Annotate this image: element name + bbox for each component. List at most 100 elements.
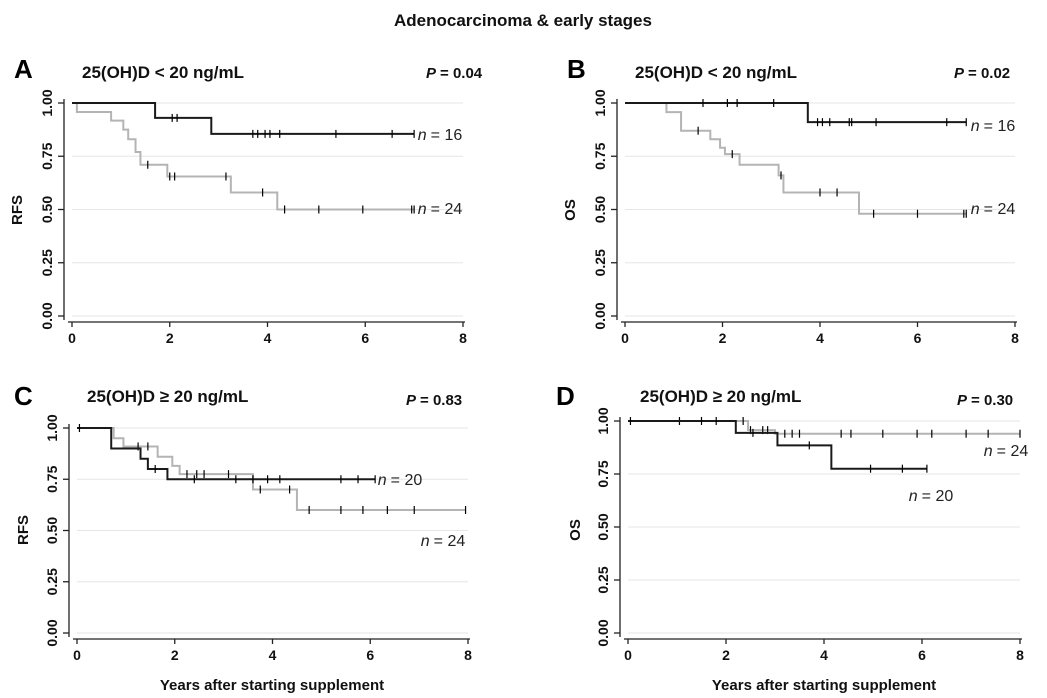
y-tick-label: 0.50 bbox=[595, 513, 611, 540]
panel-letter: C bbox=[14, 381, 33, 411]
survival-curve-b bbox=[77, 427, 466, 511]
n-label: n = 24 bbox=[418, 201, 463, 218]
n-label: n = 24 bbox=[971, 201, 1016, 218]
x-tick-label: 2 bbox=[719, 330, 727, 346]
x-axis-label: Years after starting supplement bbox=[160, 677, 384, 694]
survival-curve-a bbox=[77, 427, 376, 481]
x-tick-label: 0 bbox=[624, 647, 632, 663]
y-tick-label: 1.00 bbox=[39, 89, 55, 116]
x-tick-label: 0 bbox=[73, 647, 81, 663]
x-tick-label: 0 bbox=[621, 330, 629, 346]
y-tick-label: 0.00 bbox=[44, 619, 60, 646]
n-value: = 20 bbox=[391, 472, 423, 489]
p-value: = 0.83 bbox=[420, 392, 462, 409]
y-tick-label: 0.25 bbox=[44, 568, 60, 595]
y-tick-label: 0.75 bbox=[44, 465, 60, 492]
panel-subtitle: 25(OH)D < 20 ng/mL bbox=[82, 63, 244, 82]
y-tick-label: 0.75 bbox=[595, 460, 611, 487]
panel-subtitle: 25(OH)D ≥ 20 ng/mL bbox=[640, 387, 801, 406]
x-tick-label: 2 bbox=[171, 647, 179, 663]
y-tick-label: 1.00 bbox=[595, 407, 611, 434]
x-tick-label: 4 bbox=[269, 647, 277, 663]
survival-curve-a bbox=[72, 102, 415, 135]
n-symbol: n bbox=[418, 127, 427, 144]
panel-c: C 25(OH)D ≥ 20 ng/mL P = 0.83 0.00 0.25 0.50 0.… bbox=[14, 381, 472, 694]
panel-subtitle: 25(OH)D ≥ 20 ng/mL bbox=[87, 387, 248, 406]
y-tick-label: 0.75 bbox=[592, 142, 608, 169]
x-tick-label: 2 bbox=[722, 647, 730, 663]
n-symbol: n bbox=[984, 443, 993, 460]
panel-d: D 25(OH)D ≥ 20 ng/mL P = 0.30 0.00 0.25 0.50 0.… bbox=[556, 381, 1028, 694]
x-axis-label: Years after starting supplement bbox=[712, 677, 936, 694]
survival-curve-b bbox=[625, 102, 967, 215]
y-axis-label: OS bbox=[567, 519, 584, 541]
panel-letter: B bbox=[567, 54, 586, 84]
n-value: = 24 bbox=[997, 443, 1029, 460]
x-tick-label: 4 bbox=[816, 330, 824, 346]
x-tick-label: 6 bbox=[366, 647, 374, 663]
x-tick-label: 4 bbox=[264, 330, 272, 346]
y-tick-label: 0.75 bbox=[39, 142, 55, 169]
p-value-label: P = 0.04 bbox=[426, 65, 483, 82]
n-label: n = 20 bbox=[378, 472, 423, 489]
y-tick-label: 0.50 bbox=[592, 196, 608, 223]
p-value-label: P = 0.30 bbox=[957, 392, 1013, 409]
y-tick-label: 0.00 bbox=[39, 302, 55, 329]
n-symbol: n bbox=[378, 472, 387, 489]
survival-curve-b bbox=[628, 420, 1020, 435]
y-tick-label: 0.25 bbox=[39, 249, 55, 276]
x-tick-label: 6 bbox=[361, 330, 369, 346]
panel-subtitle: 25(OH)D < 20 ng/mL bbox=[635, 63, 797, 82]
x-tick-label: 0 bbox=[68, 330, 76, 346]
n-label: n = 20 bbox=[909, 488, 954, 505]
p-value: = 0.30 bbox=[971, 392, 1013, 409]
n-symbol: n bbox=[971, 118, 980, 135]
x-tick-label: 8 bbox=[459, 330, 467, 346]
n-symbol: n bbox=[418, 201, 427, 218]
figure-title: Adenocarcinoma & early stages bbox=[394, 11, 652, 30]
panel-a: A 25(OH)D < 20 ng/mL P = 0.04 0.00 0.25 0.50 0.… bbox=[9, 54, 483, 346]
y-axis-label: RFS bbox=[15, 515, 32, 545]
p-symbol: P bbox=[406, 392, 417, 409]
p-symbol: P bbox=[957, 392, 968, 409]
survival-curve-b bbox=[72, 102, 415, 211]
y-tick-label: 0.50 bbox=[44, 517, 60, 544]
n-symbol: n bbox=[909, 488, 918, 505]
panel-letter: D bbox=[556, 381, 575, 411]
n-value: = 20 bbox=[922, 488, 954, 505]
survival-curve-a bbox=[625, 102, 967, 124]
x-tick-label: 8 bbox=[464, 647, 472, 663]
y-tick-label: 0.25 bbox=[595, 566, 611, 593]
n-label: n = 24 bbox=[421, 533, 466, 550]
x-tick-label: 8 bbox=[1016, 647, 1024, 663]
y-tick-label: 1.00 bbox=[592, 89, 608, 116]
p-symbol: P bbox=[426, 65, 437, 82]
n-symbol: n bbox=[421, 533, 430, 550]
p-symbol: P bbox=[954, 65, 965, 82]
y-axis-label: OS bbox=[562, 199, 579, 221]
p-value-label: P = 0.83 bbox=[406, 392, 462, 409]
n-value: = 16 bbox=[431, 127, 463, 144]
n-value: = 16 bbox=[984, 118, 1016, 135]
x-tick-label: 8 bbox=[1011, 330, 1019, 346]
n-label: n = 16 bbox=[418, 127, 463, 144]
y-tick-label: 0.00 bbox=[592, 302, 608, 329]
panel-b: B 25(OH)D < 20 ng/mL P = 0.02 0.00 0.25 0.50 0.… bbox=[562, 54, 1019, 346]
p-value: = 0.02 bbox=[968, 65, 1010, 82]
n-value: = 24 bbox=[434, 533, 466, 550]
n-value: = 24 bbox=[431, 201, 463, 218]
n-label: n = 16 bbox=[971, 118, 1016, 135]
n-value: = 24 bbox=[984, 201, 1016, 218]
panel-letter: A bbox=[14, 54, 33, 84]
y-tick-label: 1.00 bbox=[44, 414, 60, 441]
n-symbol: n bbox=[971, 201, 980, 218]
y-tick-label: 0.25 bbox=[592, 249, 608, 276]
x-tick-label: 6 bbox=[918, 647, 926, 663]
y-tick-label: 0.50 bbox=[39, 196, 55, 223]
x-tick-label: 4 bbox=[820, 647, 828, 663]
y-tick-label: 0.00 bbox=[595, 619, 611, 646]
x-tick-label: 2 bbox=[166, 330, 174, 346]
y-axis-label: RFS bbox=[9, 195, 26, 225]
p-value-label: P = 0.02 bbox=[954, 65, 1010, 82]
